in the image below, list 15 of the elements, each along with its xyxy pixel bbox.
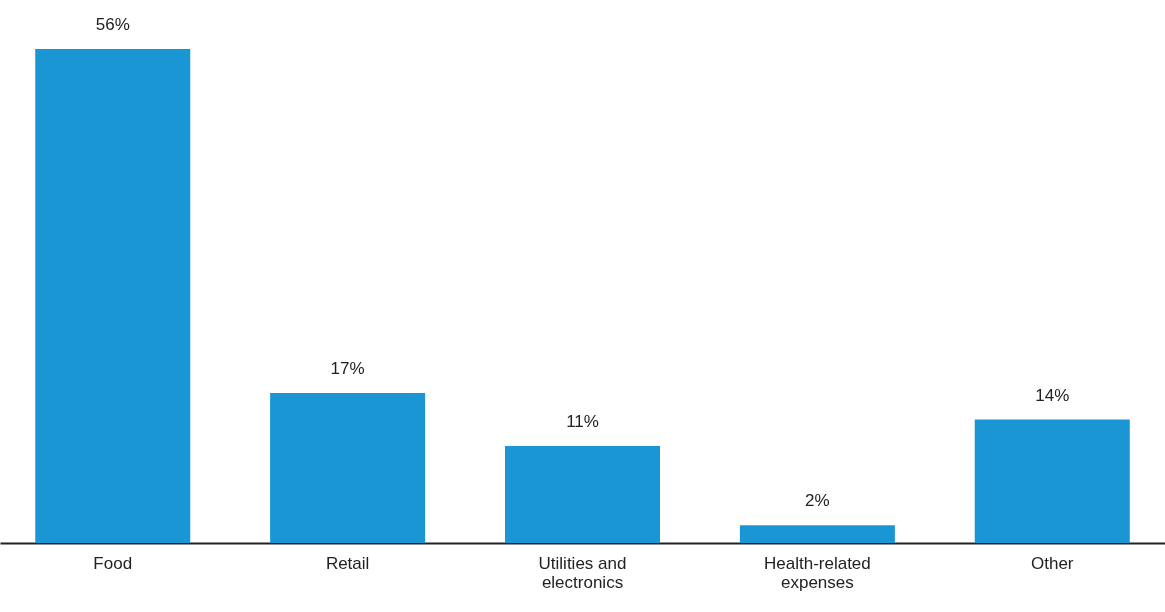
bar bbox=[739, 525, 895, 543]
data-label: 17% bbox=[330, 359, 365, 379]
x-tick-label: Other bbox=[1030, 553, 1074, 573]
x-tick-label: Retail bbox=[325, 553, 370, 573]
bar bbox=[270, 393, 426, 543]
bar bbox=[35, 49, 191, 543]
bar bbox=[504, 445, 661, 543]
data-label: 2% bbox=[805, 491, 830, 511]
data-label: 56% bbox=[95, 15, 130, 34]
data-label: 14% bbox=[1035, 385, 1070, 405]
bar bbox=[974, 419, 1130, 543]
data-label: 11% bbox=[566, 411, 599, 431]
x-tick-label: Health-related expenses bbox=[763, 553, 871, 592]
x-tick-label: Food bbox=[93, 553, 133, 573]
x-tick-label: Utilities and electronics bbox=[538, 553, 627, 592]
